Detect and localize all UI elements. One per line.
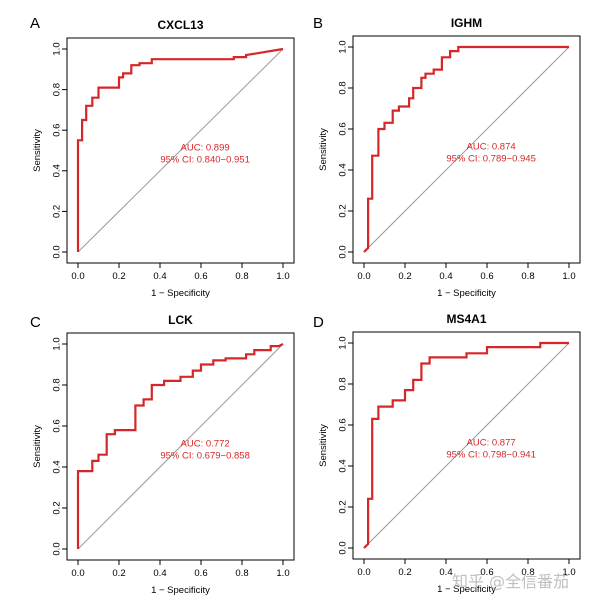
roc-panel-c: C LCK 0.0 0.2 0.4 0.6 0.8 1.0 0.0 0.2 0.4 0.6 0.8 1.0… xyxy=(30,313,295,596)
y-tick-label: 0.2 xyxy=(338,500,349,513)
roc-panel-b: B IGHM 0.0 0.2 0.4 0.6 0.8 1.0 0.0 0.2 0.4 0.6 0.8 1.… xyxy=(313,15,581,299)
x-tick-label: 0.6 xyxy=(194,271,207,282)
x-tick-label: 1.0 xyxy=(276,271,289,282)
x-tick-label: 0.2 xyxy=(112,271,125,282)
y-axis-label: Sensitivity xyxy=(318,128,329,171)
x-axis-label: 1 − Specificity xyxy=(437,288,496,299)
x-tick-label: 1.0 xyxy=(562,271,575,282)
auc-label: AUC: 0.877 xyxy=(467,438,516,449)
x-tick-label: 1.0 xyxy=(276,568,289,579)
chart-title: IGHM xyxy=(451,16,482,30)
plot-box xyxy=(66,332,295,561)
roc-curve xyxy=(363,341,569,549)
plot-box xyxy=(352,331,581,560)
y-tick-label: 0.0 xyxy=(52,245,63,258)
x-tick-label: 0.4 xyxy=(439,567,452,578)
x-axis-label: 1 − Specificity xyxy=(151,585,210,596)
y-tick-label: 1.0 xyxy=(338,40,349,53)
ci-label: 95% CI: 0.840−0.951 xyxy=(160,155,250,166)
x-tick-label: 0.0 xyxy=(71,271,84,282)
y-tick-label: 0.4 xyxy=(52,164,63,177)
plot-box xyxy=(66,37,295,264)
roc-panel-a: A CXCL13 0.0 0.2 0.4 0.6 0.8 1.0 0.0 0.2 0.4 0.6 0.8… xyxy=(30,15,295,299)
y-axis-label: Sensitivity xyxy=(318,424,329,467)
y-axis-label: Sensitivity xyxy=(32,129,43,172)
x-tick-label: 0.8 xyxy=(235,568,248,579)
chart-title: CXCL13 xyxy=(157,18,203,32)
auc-label: AUC: 0.772 xyxy=(181,439,230,450)
roc-curve xyxy=(76,47,284,252)
y-tick-label: 0.4 xyxy=(338,163,349,176)
y-axis-label: Sensitivity xyxy=(32,425,43,468)
ci-label: 95% CI: 0.798−0.941 xyxy=(446,450,536,461)
reference-diagonal xyxy=(77,48,284,253)
y-tick-label: 0.2 xyxy=(338,204,349,217)
x-tick-label: 0.6 xyxy=(194,568,207,579)
reference-diagonal xyxy=(77,343,284,550)
y-tick-label: 0.0 xyxy=(338,245,349,258)
x-tick-label: 0.8 xyxy=(521,271,534,282)
y-tick-label: 0.6 xyxy=(52,419,63,432)
reference-diagonal xyxy=(363,342,570,549)
chart-title: MS4A1 xyxy=(446,312,486,326)
x-tick-label: 0.6 xyxy=(480,567,493,578)
roc-curve xyxy=(76,343,284,549)
reference-diagonal xyxy=(363,46,570,253)
roc-curve xyxy=(363,45,569,253)
x-tick-label: 0.2 xyxy=(398,567,411,578)
watermark: 知乎 @全信番茄 xyxy=(452,572,570,591)
x-tick-label: 0.2 xyxy=(398,271,411,282)
y-tick-label: 0.6 xyxy=(338,122,349,135)
x-tick-label: 0.4 xyxy=(153,568,166,579)
y-tick-label: 1.0 xyxy=(52,42,63,55)
panel-letter: D xyxy=(313,314,324,331)
chart-title: LCK xyxy=(168,313,193,327)
panel-letter: A xyxy=(30,15,40,32)
y-tick-label: 0.6 xyxy=(52,124,63,137)
x-tick-label: 0.0 xyxy=(357,567,370,578)
x-tick-label: 0.4 xyxy=(153,271,166,282)
x-tick-label: 0.4 xyxy=(439,271,452,282)
x-axis-label: 1 − Specificity xyxy=(437,584,496,595)
y-tick-label: 0.0 xyxy=(52,542,63,555)
y-tick-label: 0.8 xyxy=(338,81,349,94)
y-tick-label: 0.8 xyxy=(338,377,349,390)
roc-panel-d: D MS4A1 0.0 0.2 0.4 0.6 0.8 1.0 0.0 0.2 0.4 0.6 0.8 1… xyxy=(313,312,581,595)
y-tick-label: 0.4 xyxy=(338,459,349,472)
x-tick-label: 0.8 xyxy=(521,567,534,578)
plot-box xyxy=(352,35,581,264)
x-axis-label: 1 − Specificity xyxy=(151,288,210,299)
x-tick-label: 0.0 xyxy=(357,271,370,282)
auc-label: AUC: 0.899 xyxy=(181,143,230,154)
ci-label: 95% CI: 0.789−0.945 xyxy=(446,154,536,165)
y-tick-label: 0.4 xyxy=(52,460,63,473)
auc-label: AUC: 0.874 xyxy=(467,142,516,153)
y-tick-label: 0.2 xyxy=(52,501,63,514)
x-tick-label: 0.2 xyxy=(112,568,125,579)
ci-label: 95% CI: 0.679−0.858 xyxy=(160,451,250,462)
y-tick-label: 0.2 xyxy=(52,205,63,218)
y-tick-label: 0.8 xyxy=(52,378,63,391)
y-tick-label: 0.6 xyxy=(338,418,349,431)
x-tick-label: 1.0 xyxy=(562,567,575,578)
y-tick-label: 0.0 xyxy=(338,541,349,554)
x-tick-label: 0.0 xyxy=(71,568,84,579)
y-tick-label: 1.0 xyxy=(52,337,63,350)
panel-letter: B xyxy=(313,15,323,32)
y-tick-label: 1.0 xyxy=(338,336,349,349)
panel-letter: C xyxy=(30,314,41,331)
x-tick-label: 0.6 xyxy=(480,271,493,282)
x-tick-label: 0.8 xyxy=(235,271,248,282)
y-tick-label: 0.8 xyxy=(52,83,63,96)
